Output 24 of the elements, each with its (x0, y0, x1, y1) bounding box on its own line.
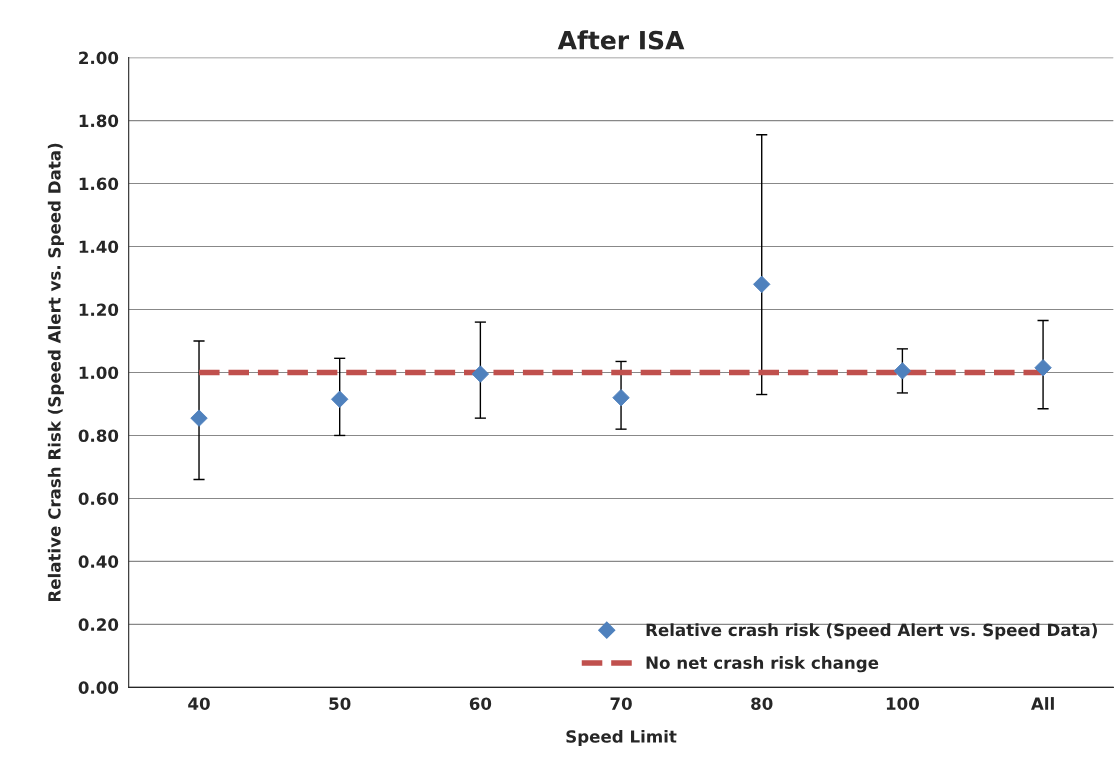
y-tick-label: 0.40 (78, 555, 119, 568)
chart-title: After ISA (557, 30, 685, 50)
x-tick-label: All (1030, 697, 1054, 710)
y-tick-label: 1.60 (79, 177, 119, 191)
x-axis-title: Speed Limit (566, 729, 677, 747)
y-tick-label: 0.20 (78, 618, 119, 631)
y-tick-label: 0.80 (78, 429, 119, 443)
point (190, 409, 208, 427)
x-tick-label: 70 (610, 697, 632, 710)
x-tick-label: 50 (329, 697, 351, 710)
y-tick-label: 1.00 (79, 366, 119, 380)
x-tick-label: 80 (751, 697, 773, 710)
y-tick-label: 1.20 (79, 303, 119, 317)
x-tick-label: 60 (469, 697, 492, 710)
x-tick-label: 40 (188, 697, 210, 710)
legend-label: No net crash risk change (646, 656, 879, 673)
x-tick-label: 100 (886, 697, 919, 710)
legend-label: Relative crash risk (Speed Alert vs. Speed Data) (646, 623, 1097, 640)
y-tick-label: 1.80 (79, 114, 119, 128)
y-tick-label: 0.60 (78, 492, 119, 505)
y-axis-title: Relative Crash Risk (Speed Alert vs. Speed Data) (47, 143, 64, 602)
y-tick-label: 2.00 (79, 51, 119, 65)
y-tick-label: 1.40 (79, 240, 119, 254)
y-tick-label: 0.00 (78, 681, 119, 694)
